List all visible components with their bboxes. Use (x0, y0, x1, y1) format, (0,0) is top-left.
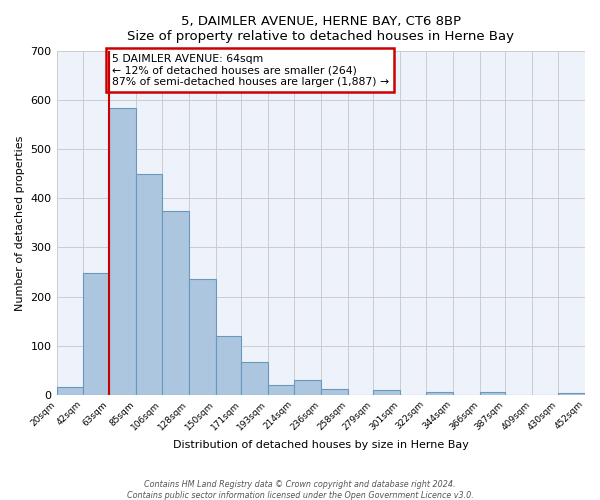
Bar (241, 362, 268, 394)
Bar (558, 393, 585, 394)
Bar (83, 273, 109, 394)
Bar (56, 388, 83, 394)
Bar (426, 392, 453, 394)
Bar (188, 280, 215, 394)
Bar (109, 108, 136, 395)
Y-axis label: Number of detached properties: Number of detached properties (15, 135, 25, 310)
Bar (162, 210, 188, 394)
Bar (321, 389, 347, 394)
Title: 5, DAIMLER AVENUE, HERNE BAY, CT6 8BP
Size of property relative to detached hous: 5, DAIMLER AVENUE, HERNE BAY, CT6 8BP Si… (127, 15, 514, 43)
Bar (480, 392, 505, 394)
Bar (294, 380, 321, 394)
Text: Contains HM Land Registry data © Crown copyright and database right 2024.
Contai: Contains HM Land Registry data © Crown c… (127, 480, 473, 500)
Bar (215, 336, 241, 394)
Bar (268, 385, 294, 394)
Bar (136, 174, 162, 394)
Bar (373, 390, 400, 394)
X-axis label: Distribution of detached houses by size in Herne Bay: Distribution of detached houses by size … (173, 440, 469, 450)
Text: 5 DAIMLER AVENUE: 64sqm
← 12% of detached houses are smaller (264)
87% of semi-d: 5 DAIMLER AVENUE: 64sqm ← 12% of detache… (112, 54, 389, 87)
